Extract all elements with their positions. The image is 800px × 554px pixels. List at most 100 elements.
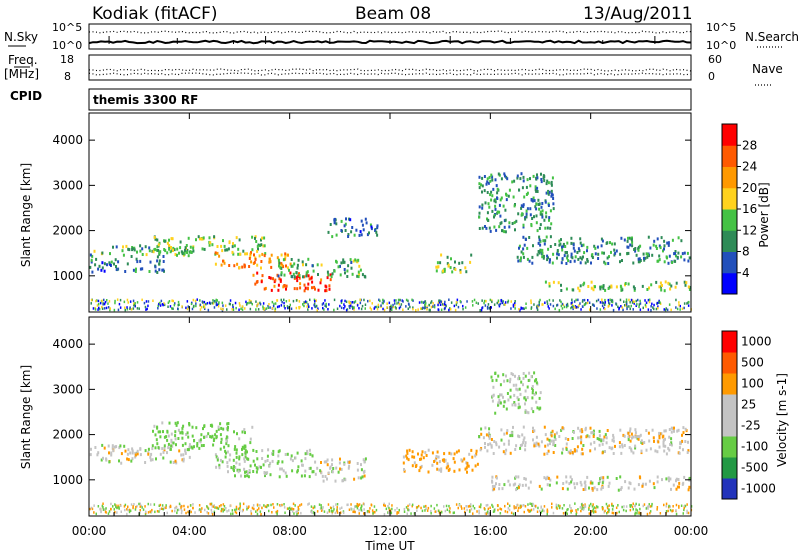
scatter-cell xyxy=(496,187,499,191)
near-range-cell xyxy=(391,507,393,511)
near-range-cell xyxy=(216,303,218,306)
scatter-cell xyxy=(215,436,218,440)
scatter-cell xyxy=(537,250,540,253)
scatter-cell xyxy=(420,457,423,461)
near-range-cell xyxy=(373,505,376,508)
scatter-cell xyxy=(526,385,529,389)
scatter-cell xyxy=(327,230,330,234)
near-range-cell xyxy=(156,510,159,513)
scatter-cell xyxy=(366,233,369,237)
scatter-cell xyxy=(646,288,649,291)
scatter-cell xyxy=(675,281,678,285)
scatter-cell xyxy=(339,273,342,277)
near-range-cell xyxy=(548,298,551,302)
near-range-cell xyxy=(136,504,138,508)
near-range-cell xyxy=(193,304,195,308)
near-range-cell xyxy=(437,301,440,305)
near-range-cell xyxy=(477,302,479,305)
scatter-cell xyxy=(427,448,430,452)
scatter-cell xyxy=(600,439,603,443)
near-range-cell xyxy=(416,509,418,512)
scatter-cell xyxy=(632,261,635,265)
scatter-cell xyxy=(678,451,681,455)
scatter-cell xyxy=(628,446,631,450)
scatter-cell xyxy=(305,263,308,267)
near-range-cell xyxy=(250,509,252,513)
near-range-cell xyxy=(189,504,192,507)
scatter-cell xyxy=(344,478,347,482)
scatter-cell xyxy=(308,277,311,281)
colorbar-segment xyxy=(722,124,737,146)
scatter-cell xyxy=(682,431,685,435)
scatter-cell xyxy=(363,474,366,478)
near-range-cell xyxy=(593,506,595,509)
scatter-cell xyxy=(420,453,423,457)
scatter-cell xyxy=(584,480,587,484)
scatter-cell xyxy=(264,286,267,290)
scatter-cell xyxy=(277,258,280,262)
near-range-cell xyxy=(287,507,290,510)
scatter-cell xyxy=(467,464,470,468)
scatter-cell xyxy=(111,444,114,448)
scatter-cell xyxy=(466,463,469,467)
scatter-cell xyxy=(200,433,203,437)
near-range-cell xyxy=(126,508,128,511)
near-range-cell xyxy=(347,503,349,506)
scatter-cell xyxy=(579,256,582,260)
scatter-cell xyxy=(364,217,367,221)
scatter-cell xyxy=(490,198,493,202)
near-range-cell xyxy=(533,504,536,508)
scatter-cell xyxy=(291,459,294,463)
scatter-cell xyxy=(285,264,287,268)
near-range-cell xyxy=(541,303,543,306)
near-range-cell xyxy=(95,512,97,516)
scatter-cell xyxy=(546,483,549,487)
scatter-cell xyxy=(276,461,279,465)
near-range-cell xyxy=(161,507,163,510)
scatter-cell xyxy=(658,434,661,438)
scatter-cell xyxy=(175,443,177,447)
scatter-cell xyxy=(236,262,239,266)
scatter-cell xyxy=(326,477,328,481)
scatter-cell xyxy=(570,236,573,240)
scatter-cell xyxy=(115,445,118,449)
scatter-cell xyxy=(552,207,555,211)
near-range-cell xyxy=(625,298,628,301)
scatter-cell xyxy=(532,244,534,248)
near-range-cell xyxy=(120,510,122,513)
near-range-cell xyxy=(556,303,559,307)
scatter-cell xyxy=(566,256,569,260)
near-range-cell xyxy=(369,306,371,310)
scatter-cell xyxy=(683,280,686,284)
near-range-cell xyxy=(580,308,582,311)
scatter-cell xyxy=(181,426,184,430)
near-range-cell xyxy=(633,300,635,304)
near-range-cell xyxy=(186,300,189,303)
near-range-cell xyxy=(89,507,91,511)
near-range-cell xyxy=(220,509,222,513)
near-range-cell xyxy=(306,305,308,308)
scatter-cell xyxy=(569,451,572,455)
near-range-cell xyxy=(535,504,537,508)
near-range-cell xyxy=(570,509,572,513)
scatter-cell xyxy=(329,273,332,277)
scatter-cell xyxy=(517,377,520,381)
scatter-cell xyxy=(329,466,332,470)
near-range-cell xyxy=(93,511,95,514)
near-range-cell xyxy=(486,307,489,310)
near-range-cell xyxy=(342,511,345,515)
scatter-cell xyxy=(264,252,267,256)
near-range-cell xyxy=(603,306,605,310)
scatter-cell xyxy=(469,260,472,264)
date-title: 13/Aug/2011 xyxy=(583,4,693,24)
scatter-cell xyxy=(290,275,293,278)
near-range-cell xyxy=(276,509,279,513)
near-range-cell xyxy=(123,505,126,508)
scatter-cell xyxy=(647,235,650,239)
near-range-cell xyxy=(163,302,165,305)
scatter-cell xyxy=(550,222,553,226)
near-range-cell xyxy=(448,510,451,513)
scatter-cell xyxy=(370,227,373,231)
scatter-cell xyxy=(624,480,627,484)
